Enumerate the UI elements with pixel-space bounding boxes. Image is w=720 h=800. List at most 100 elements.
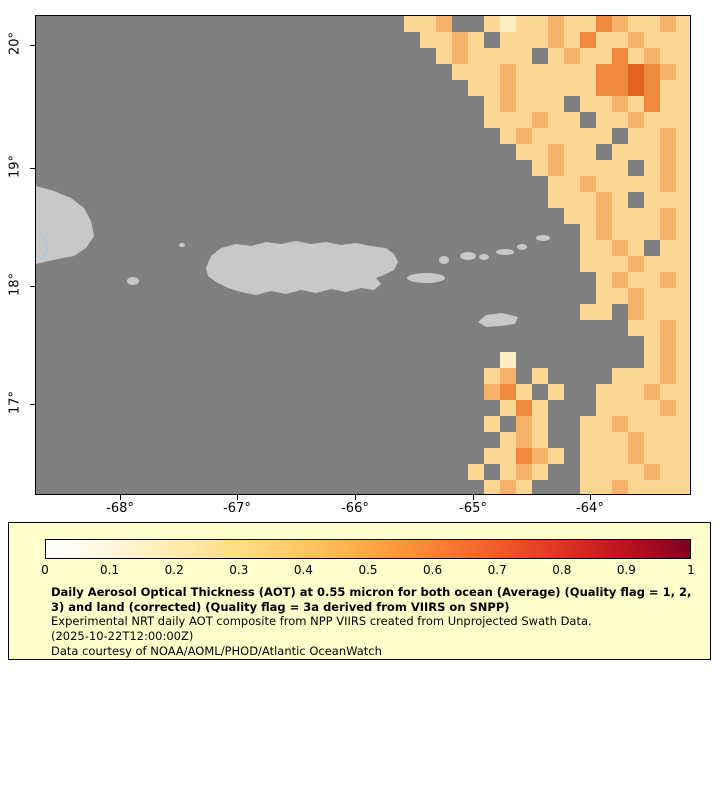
aot-cell: [500, 432, 516, 448]
aot-cell: [580, 448, 596, 464]
aot-cell: [612, 480, 628, 494]
aot-cell: [484, 448, 500, 464]
aot-cell: [516, 448, 532, 464]
aot-cell: [660, 32, 676, 48]
aot-cell: [548, 64, 564, 80]
aot-cell: [548, 16, 564, 32]
aot-cell: [532, 32, 548, 48]
aot-cell: [612, 32, 628, 48]
aot-cell: [676, 368, 690, 384]
aot-cell: [660, 432, 676, 448]
aot-cell: [660, 272, 676, 288]
aot-cell: [596, 464, 612, 480]
aot-cell: [660, 128, 676, 144]
st-john: [479, 254, 489, 260]
aot-cell: [644, 336, 660, 352]
aot-cell: [596, 208, 612, 224]
aot-cell: [516, 128, 532, 144]
aot-cell: [628, 480, 644, 494]
aot-cell: [644, 400, 660, 416]
aot-cell: [660, 192, 676, 208]
aot-cell: [500, 464, 516, 480]
aot-cell: [676, 208, 690, 224]
aot-cell: [676, 80, 690, 96]
aot-cell: [660, 288, 676, 304]
aot-cell: [660, 144, 676, 160]
colorbar-tick-label: 0.6: [423, 563, 443, 577]
x-axis-tick: [473, 495, 474, 500]
aot-cell: [580, 432, 596, 448]
aot-cell: [612, 16, 628, 32]
aot-cell: [580, 160, 596, 176]
aot-cell: [628, 48, 644, 64]
aot-cell: [596, 224, 612, 240]
x-axis-tick-label: -68°: [106, 501, 134, 516]
aot-cell: [564, 128, 580, 144]
aot-cell: [548, 192, 564, 208]
colorbar-tick-label: 0.2: [164, 563, 184, 577]
aot-cell: [580, 192, 596, 208]
aot-cell: [628, 448, 644, 464]
aot-cell: [580, 48, 596, 64]
aot-cell: [644, 112, 660, 128]
aot-cell: [516, 48, 532, 64]
aot-cell: [564, 176, 580, 192]
aot-cell: [676, 48, 690, 64]
aot-cell: [676, 384, 690, 400]
aot-cell: [676, 288, 690, 304]
aot-cell: [628, 256, 644, 272]
aot-cell: [532, 416, 548, 432]
aot-cell: [500, 448, 516, 464]
aot-cell: [612, 192, 628, 208]
aot-cell: [548, 128, 564, 144]
aot-cell: [532, 64, 548, 80]
aot-cell: [644, 208, 660, 224]
aot-cell: [516, 80, 532, 96]
aot-cell: [644, 176, 660, 192]
aot-cell: [660, 48, 676, 64]
aot-cell: [404, 16, 420, 32]
aot-cell: [676, 448, 690, 464]
aot-cell: [484, 416, 500, 432]
aot-cell: [596, 112, 612, 128]
aot-cell: [548, 48, 564, 64]
aot-cell: [660, 416, 676, 432]
aot-cell: [612, 448, 628, 464]
y-axis-tick: [30, 45, 35, 46]
aot-cell: [612, 432, 628, 448]
aot-cell: [628, 128, 644, 144]
aot-cell: [580, 304, 596, 320]
st-croix: [478, 313, 518, 327]
aot-cell: [644, 224, 660, 240]
colorbar-tick-label: 0: [41, 563, 49, 577]
aot-cell: [580, 416, 596, 432]
aot-cell: [500, 96, 516, 112]
aot-cell: [580, 96, 596, 112]
legend-line-experimental: Experimental NRT daily AOT composite fro…: [51, 614, 592, 629]
aot-cell: [660, 112, 676, 128]
legend-box: 0 0.1 0.2 0.3 0.4 0.5 0.6 0.7 0.8 0.9 1 Daily Aero…: [8, 522, 711, 660]
aot-cell: [516, 464, 532, 480]
aot-cell: [564, 160, 580, 176]
aot-cell: [532, 96, 548, 112]
aot-cell: [532, 464, 548, 480]
aot-cell: [580, 208, 596, 224]
y-axis-tick: [30, 286, 35, 288]
aot-cell: [532, 112, 548, 128]
aot-cell: [564, 192, 580, 208]
aot-cell: [628, 288, 644, 304]
aot-cell: [676, 336, 690, 352]
aot-cell: [644, 144, 660, 160]
aot-cell: [612, 144, 628, 160]
aot-cell: [612, 416, 628, 432]
land-layer: [36, 186, 550, 327]
aot-cell: [676, 32, 690, 48]
aot-cell: [596, 384, 612, 400]
aot-cell: [580, 144, 596, 160]
aot-cell: [660, 320, 676, 336]
aot-cell: [612, 112, 628, 128]
aot-cell: [436, 48, 452, 64]
desecheo-island: [179, 243, 185, 247]
y-axis-tick-label: 18°: [7, 273, 23, 297]
aot-cell: [516, 112, 532, 128]
